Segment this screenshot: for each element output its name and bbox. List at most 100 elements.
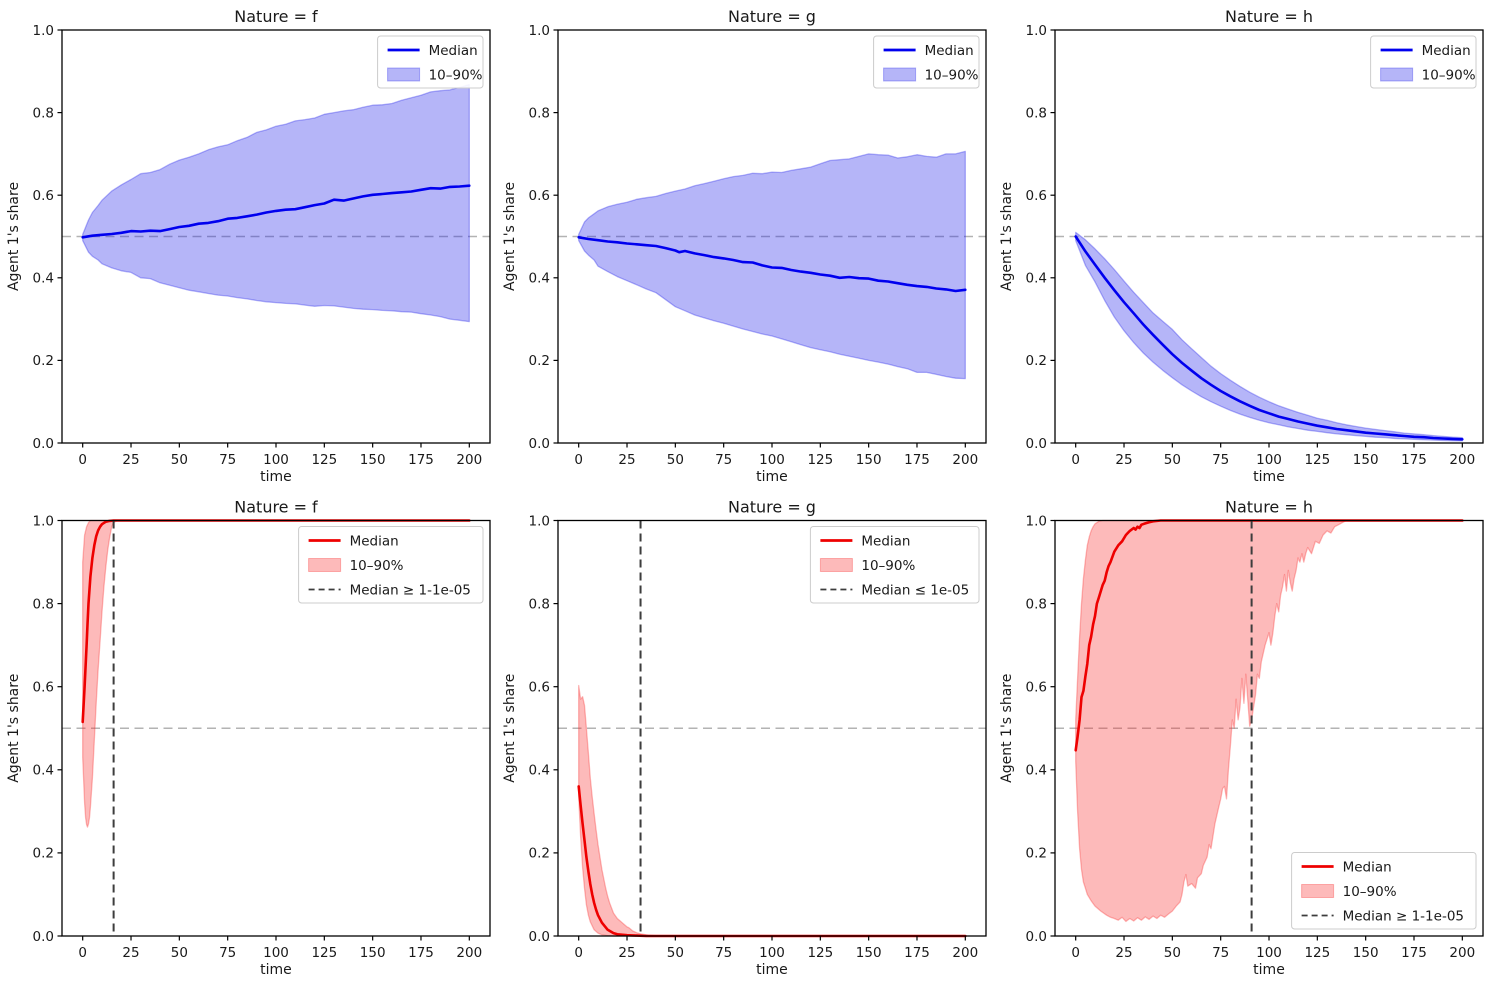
x-tick-label: 50 <box>1163 452 1180 468</box>
percentile-band <box>82 83 470 323</box>
y-axis-label: Agent 1's share <box>999 673 1015 782</box>
y-tick-label: 0.6 <box>33 679 54 695</box>
legend-label: 10–90% <box>350 557 404 573</box>
x-tick-label: 50 <box>667 945 684 961</box>
x-tick-label: 75 <box>1212 452 1229 468</box>
y-tick-label: 1.0 <box>1025 513 1046 529</box>
x-tick-label: 175 <box>1401 452 1427 468</box>
legend-band-handle <box>1379 67 1413 82</box>
x-tick-label: 200 <box>1449 945 1475 961</box>
x-axis-label: time <box>757 962 789 978</box>
x-tick-label: 200 <box>1449 452 1475 468</box>
y-tick-label: 0.0 <box>1025 928 1046 944</box>
legend-label: 10–90% <box>925 67 979 83</box>
percentile-band <box>578 150 967 380</box>
x-tick-label: 75 <box>715 452 732 468</box>
legend-label: 10–90% <box>862 557 916 573</box>
y-tick-label: 1.0 <box>33 23 54 39</box>
y-tick-label: 0.8 <box>33 105 54 121</box>
y-axis-label: Agent 1's share <box>502 673 518 782</box>
y-tick-label: 0.0 <box>529 436 550 452</box>
legend-band-handle <box>820 557 854 572</box>
legend-label: Median <box>862 533 911 549</box>
y-tick-label: 0.8 <box>529 105 550 121</box>
y-tick-label: 0.6 <box>33 188 54 204</box>
subplot-top-nature-h: 0 25 50 75 100 125 150 175 200 0.0 0.2 0.4 0.6 0.8 1.0… <box>999 7 1484 485</box>
y-tick-label: 0.8 <box>1025 105 1046 121</box>
percentile-band <box>1074 519 1463 922</box>
x-tick-label: 150 <box>856 945 882 961</box>
legend-label: Median <box>1342 859 1391 875</box>
x-tick-label: 75 <box>715 945 732 961</box>
x-tick-label: 150 <box>1352 945 1378 961</box>
x-tick-label: 50 <box>171 452 188 468</box>
legend-label: Median <box>1421 43 1470 59</box>
legend-box <box>298 525 484 603</box>
x-tick-label: 100 <box>1256 452 1282 468</box>
x-tick-label: 125 <box>808 945 834 961</box>
x-tick-label: 150 <box>360 945 386 961</box>
x-tick-label: 175 <box>408 452 434 468</box>
y-tick-label: 0.6 <box>529 679 550 695</box>
y-tick-label: 1.0 <box>529 513 550 529</box>
x-axis-label: time <box>1253 962 1285 978</box>
panel-title: Nature = g <box>728 7 816 26</box>
panel-title: Nature = h <box>1225 7 1313 26</box>
median-line <box>81 184 471 239</box>
y-tick-label: 0.6 <box>1025 188 1046 204</box>
legend-box <box>810 525 980 603</box>
legend-label: 10–90% <box>1421 67 1475 83</box>
x-axis-label: time <box>260 469 292 485</box>
panel-title: Nature = f <box>234 497 318 516</box>
x-tick-label: 25 <box>619 945 636 961</box>
panel-title: Nature = h <box>1225 497 1313 516</box>
y-tick-label: 0.8 <box>529 596 550 612</box>
y-tick-label: 0.6 <box>1025 679 1046 695</box>
legend-label: 10–90% <box>429 67 483 83</box>
legend-box <box>1290 851 1477 929</box>
x-tick-label: 125 <box>808 452 834 468</box>
legend-band-handle <box>1300 883 1334 898</box>
x-tick-label: 0 <box>575 452 584 468</box>
x-tick-label: 25 <box>619 452 636 468</box>
x-tick-label: 50 <box>1163 945 1180 961</box>
y-tick-label: 0.4 <box>33 762 54 778</box>
y-tick-label: 1.0 <box>1025 23 1046 39</box>
x-tick-label: 75 <box>219 945 236 961</box>
y-tick-label: 0.4 <box>529 762 550 778</box>
x-tick-label: 75 <box>1212 945 1229 961</box>
x-tick-label: 0 <box>1071 945 1080 961</box>
x-tick-label: 200 <box>456 945 482 961</box>
y-tick-label: 0.2 <box>529 353 550 369</box>
x-axis-label: time <box>1253 469 1285 485</box>
x-tick-label: 125 <box>1304 945 1330 961</box>
y-axis-label: Agent 1's share <box>6 182 22 291</box>
y-tick-label: 1.0 <box>33 513 54 529</box>
x-tick-label: 150 <box>360 452 386 468</box>
x-tick-label: 100 <box>263 452 289 468</box>
x-tick-label: 200 <box>953 452 979 468</box>
x-tick-label: 0 <box>575 945 584 961</box>
legend-label: Median ≥ 1-1e-05 <box>350 582 471 598</box>
x-tick-label: 25 <box>122 945 139 961</box>
x-tick-label: 125 <box>1304 452 1330 468</box>
x-tick-label: 0 <box>78 452 87 468</box>
x-tick-label: 75 <box>219 452 236 468</box>
x-tick-label: 0 <box>1071 452 1080 468</box>
legend-label: Median ≤ 1e-05 <box>862 582 970 598</box>
median-line <box>1074 235 1464 441</box>
y-tick-label: 0.2 <box>33 845 54 861</box>
legend-label: Median ≥ 1-1e-05 <box>1342 908 1463 924</box>
x-tick-label: 50 <box>171 945 188 961</box>
legend-label: Median <box>429 43 478 59</box>
y-tick-label: 0.2 <box>1025 353 1046 369</box>
subplot-bottom-nature-g: 0 25 50 75 100 125 150 175 200 0.0 0.2 0.4 0.6 0.8 1.0… <box>502 497 987 978</box>
subplot-bottom-nature-h: 0 25 50 75 100 125 150 175 200 0.0 0.2 0.4 0.6 0.8 1.0… <box>999 497 1484 978</box>
y-tick-label: 0.0 <box>1025 436 1046 452</box>
x-tick-label: 150 <box>1352 452 1378 468</box>
y-tick-label: 0.2 <box>33 353 54 369</box>
y-axis-label: Agent 1's share <box>999 182 1015 291</box>
legend-label: Median <box>925 43 974 59</box>
y-tick-label: 0.8 <box>1025 596 1046 612</box>
